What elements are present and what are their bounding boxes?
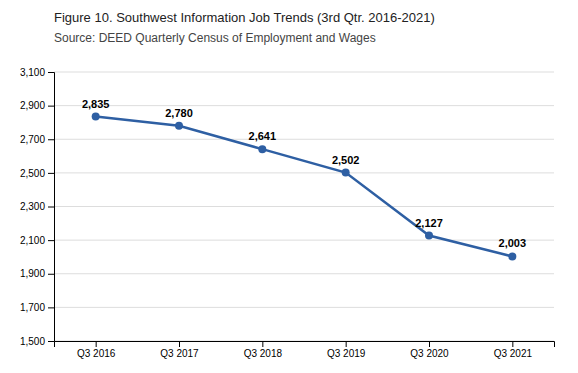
y-tick: 3,100 — [20, 67, 54, 78]
y-tick-label: 2,900 — [20, 100, 45, 111]
x-tick: Q3 2017 — [160, 341, 199, 359]
x-tick-mark — [429, 341, 430, 347]
x-tick-label: Q3 2020 — [410, 348, 449, 359]
subtitle: Source: DEED Quarterly Census of Employm… — [54, 31, 376, 45]
x-tick-label: Q3 2016 — [77, 348, 116, 359]
data-label: 2,127 — [415, 217, 443, 229]
y-tick-mark — [48, 207, 54, 208]
point — [92, 113, 100, 121]
grid-line — [54, 240, 554, 241]
grid-line — [54, 273, 554, 274]
y-tick-mark — [48, 173, 54, 174]
y-tick-mark — [48, 72, 54, 73]
grid-line — [54, 139, 554, 140]
plot: 1,500 1,700 1,900 2,100 2,300 2,500 2,700 2,900… — [20, 67, 555, 359]
x-tick-label: Q3 2019 — [327, 348, 366, 359]
chart: Figure 10. Southwest Information Job Tre… — [0, 0, 578, 373]
y-tick: 1,900 — [20, 268, 54, 279]
y-tick: 1,500 — [20, 336, 54, 347]
x-tick: Q3 2016 — [77, 341, 116, 359]
grid-line — [54, 206, 554, 207]
y-tick-label: 1,500 — [20, 336, 45, 347]
x-tick-mark — [346, 341, 347, 347]
x-axis: Q3 2016 Q3 2017 Q3 2018 Q3 2019 Q3 2020 Q3 20… — [55, 341, 555, 359]
y-tick: 2,700 — [20, 134, 54, 145]
x-tick-mark — [179, 341, 180, 347]
y-axis-line — [48, 73, 55, 342]
y-tick-mark — [48, 106, 54, 107]
x-tick-label: Q3 2018 — [244, 348, 283, 359]
x-tick: Q3 2019 — [327, 341, 366, 359]
point — [175, 122, 183, 130]
y-tick-label: 2,700 — [20, 134, 45, 145]
point — [258, 145, 266, 153]
x-tick: Q3 2018 — [244, 341, 283, 359]
x-axis-line — [55, 342, 555, 348]
grid — [54, 72, 554, 341]
x-tick-mark — [262, 341, 263, 347]
x-tick-label: Q3 2021 — [494, 348, 533, 359]
data-label: 2,502 — [332, 154, 360, 166]
y-tick: 1,700 — [20, 302, 54, 313]
x-tick: Q3 2020 — [410, 341, 449, 359]
line — [96, 117, 513, 257]
x-tick-label: Q3 2017 — [160, 348, 199, 359]
y-tick-label: 3,100 — [20, 67, 45, 78]
y-tick: 2,300 — [20, 201, 54, 212]
grid-line — [54, 307, 554, 308]
y-tick-label: 1,900 — [20, 268, 45, 279]
grid-line — [54, 105, 554, 106]
marks — [92, 113, 517, 261]
grid-line — [54, 72, 554, 73]
y-tick-label: 2,500 — [20, 168, 45, 179]
y-tick-mark — [48, 307, 54, 308]
y-tick: 2,100 — [20, 235, 54, 246]
y-tick: 2,900 — [20, 100, 54, 111]
data-label: 2,003 — [499, 237, 527, 249]
y-tick-label: 1,700 — [20, 302, 45, 313]
data-labels: 2,835 2,780 2,641 2,502 2,127 2,003 — [82, 98, 526, 250]
data-label: 2,780 — [165, 107, 193, 119]
grid-line — [54, 172, 554, 173]
y-tick-mark — [48, 274, 54, 275]
x-tick-mark — [512, 341, 513, 347]
y-tick: 2,500 — [20, 168, 54, 179]
y-tick-mark — [48, 139, 54, 140]
point — [342, 169, 350, 177]
y-axis: 1,500 1,700 1,900 2,100 2,300 2,500 2,700 2,900… — [20, 67, 55, 347]
point — [425, 232, 433, 240]
y-tick-mark — [48, 240, 54, 241]
y-tick-label: 2,100 — [20, 235, 45, 246]
point — [508, 252, 516, 260]
y-tick-label: 2,300 — [20, 201, 45, 212]
title: Figure 10. Southwest Information Job Tre… — [54, 10, 435, 25]
data-label: 2,641 — [249, 130, 277, 142]
x-tick-mark — [96, 341, 97, 347]
data-label: 2,835 — [82, 98, 110, 110]
y-tick-mark — [48, 341, 54, 342]
x-tick: Q3 2021 — [494, 341, 533, 359]
